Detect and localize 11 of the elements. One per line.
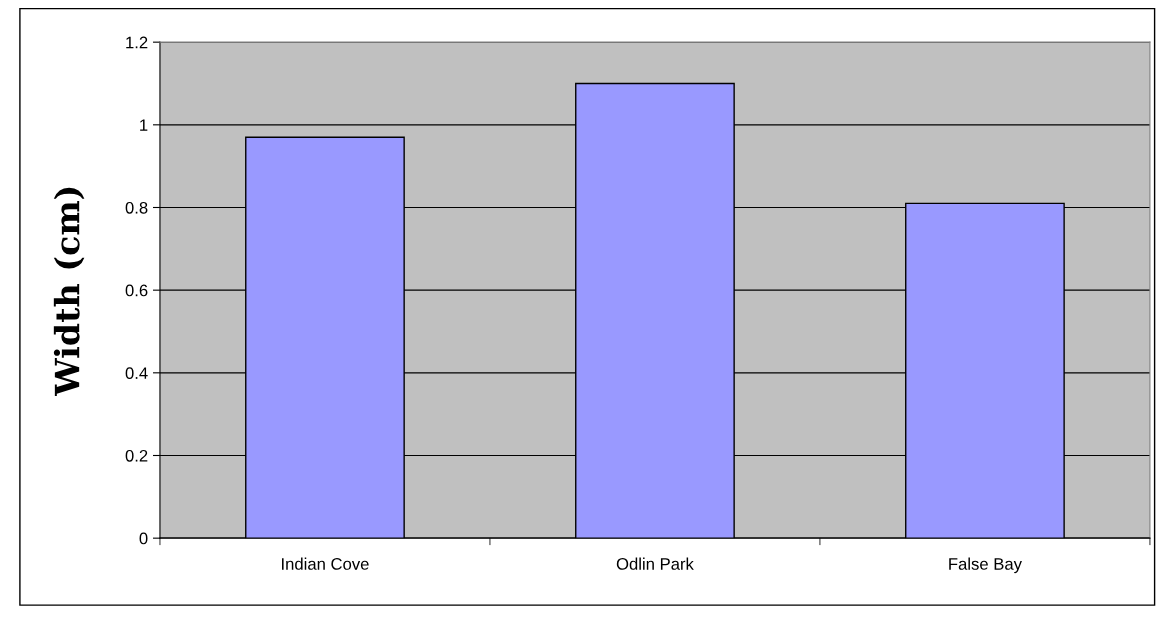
y-tick-label: 0.6 xyxy=(125,284,148,297)
y-axis-title: Width (cm) xyxy=(53,187,85,397)
y-tick-label: 0.4 xyxy=(125,367,148,380)
y-tick-label: 0 xyxy=(139,532,148,545)
y-tick-label: 1.2 xyxy=(126,36,148,49)
x-tick-label: False Bay xyxy=(949,557,1022,574)
y-tick-label: 0.8 xyxy=(125,201,148,214)
x-tick-label: Indian Cove xyxy=(282,557,369,570)
y-tick-label: 1 xyxy=(140,119,148,131)
x-tick-label: Odlin Park xyxy=(616,557,694,570)
y-tick-label: 0.2 xyxy=(125,449,148,462)
